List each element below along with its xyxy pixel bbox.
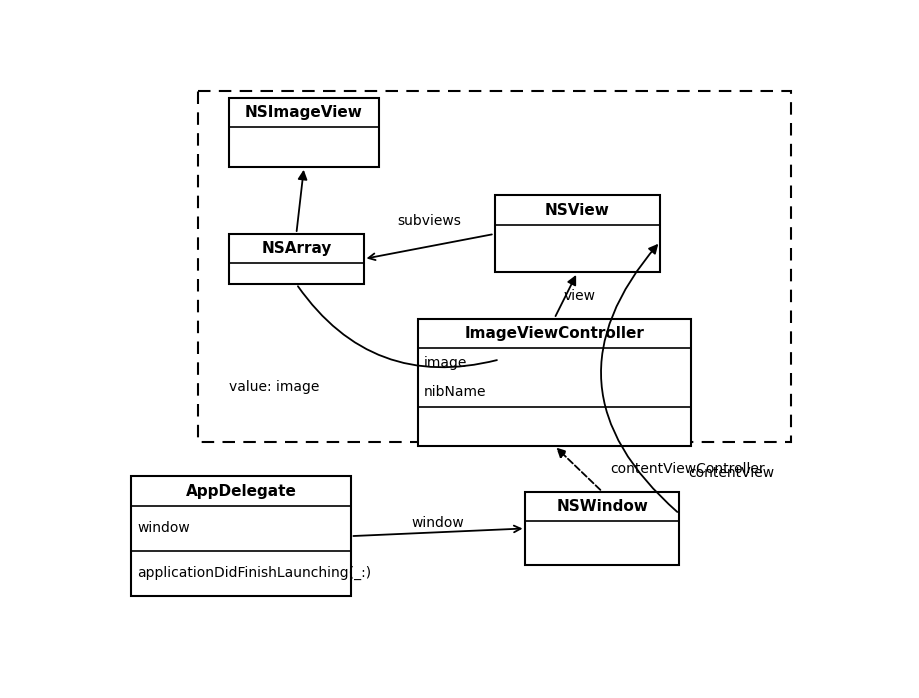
Text: view: view	[563, 288, 595, 302]
Bar	[229, 98, 379, 167]
Text: contentViewController: contentViewController	[609, 462, 764, 476]
Bar	[229, 234, 363, 284]
Bar	[131, 477, 350, 596]
Text: NSImageView: NSImageView	[244, 105, 363, 120]
Bar	[198, 91, 790, 442]
Bar	[525, 492, 678, 565]
Text: ImageViewController: ImageViewController	[464, 326, 643, 341]
FancyArrowPatch shape	[600, 245, 676, 512]
Bar	[494, 195, 660, 272]
Text: NSWindow: NSWindow	[556, 499, 648, 514]
Text: applicationDidFinishLaunching(_:): applicationDidFinishLaunching(_:)	[137, 566, 371, 580]
Text: subviews: subviews	[397, 214, 460, 228]
Bar	[417, 318, 690, 445]
Text: NSView: NSView	[544, 202, 609, 218]
FancyArrowPatch shape	[298, 286, 496, 367]
Text: image: image	[424, 355, 467, 369]
Text: window: window	[411, 516, 464, 530]
Text: value: image: value: image	[229, 380, 319, 394]
Text: nibName: nibName	[424, 385, 486, 399]
Text: contentView: contentView	[688, 466, 774, 480]
Text: AppDelegate: AppDelegate	[186, 484, 296, 498]
Text: NSArray: NSArray	[261, 241, 331, 256]
Text: window: window	[137, 521, 190, 535]
